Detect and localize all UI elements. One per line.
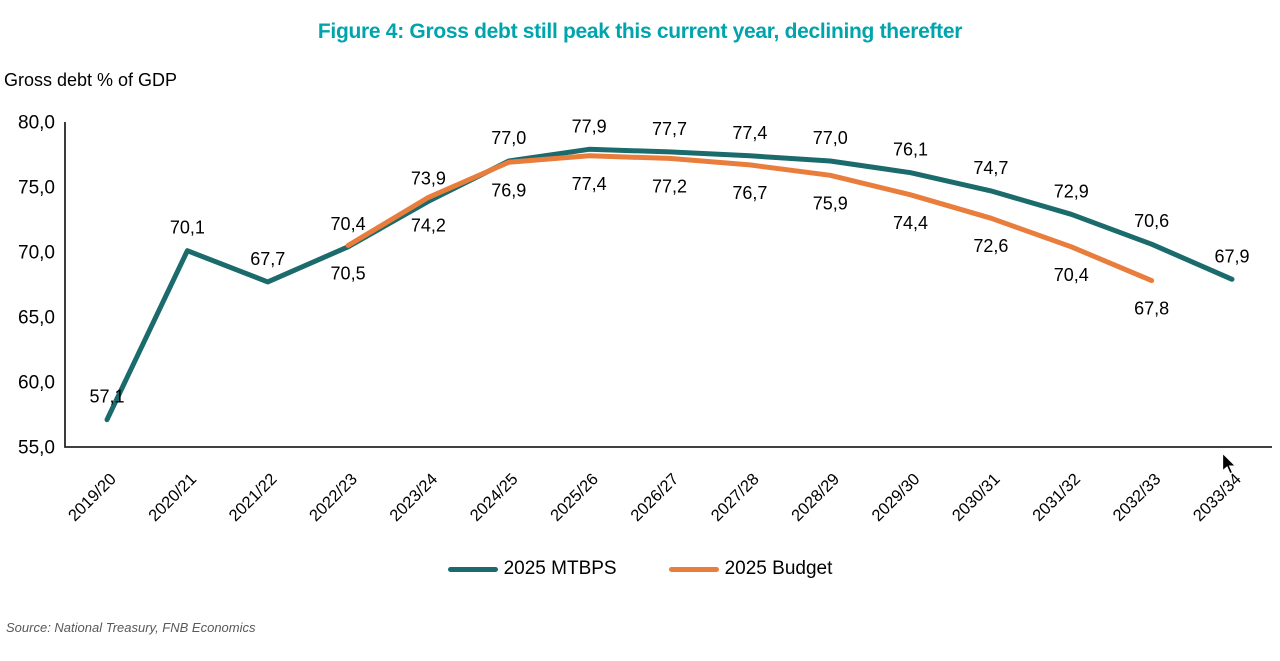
x-tick-label: 2021/22 [226, 470, 281, 525]
data-label: 77,4 [732, 123, 767, 143]
data-label: 77,9 [572, 116, 607, 136]
x-tick-label: 2029/30 [868, 470, 923, 525]
data-label: 77,4 [572, 174, 607, 194]
data-label: 77,7 [652, 119, 687, 139]
x-tick-label: 2019/20 [65, 470, 120, 525]
data-label: 72,6 [973, 236, 1008, 256]
budget-line-swatch [668, 566, 719, 572]
y-tick-label: 60,0 [18, 373, 55, 394]
data-label: 57,1 [89, 387, 124, 407]
data-label: 76,7 [732, 183, 767, 203]
x-tick-label: 2020/21 [145, 470, 200, 525]
x-tick-label: 2026/27 [627, 470, 682, 525]
x-tick-label: 2022/23 [306, 470, 361, 525]
budget-line [345, 153, 1155, 284]
mtbps-line [104, 146, 1235, 423]
data-label: 76,9 [491, 180, 526, 200]
mouse-cursor [1221, 452, 1238, 475]
source-note: Source: National Treasury, FNB Economics [6, 620, 256, 635]
data-label: 74,7 [973, 158, 1008, 178]
data-label: 72,9 [1054, 181, 1089, 201]
data-label: 74,4 [893, 213, 928, 233]
x-tick-label: 2023/24 [386, 470, 441, 525]
chart-title: Figure 4: Gross debt still peak this cur… [317, 20, 963, 43]
x-tick-label: 2028/29 [788, 470, 843, 525]
data-label: 75,9 [813, 193, 848, 213]
legend: 2025 MTBPS 2025 Budget [0, 558, 1280, 580]
data-label: 70,5 [331, 264, 366, 284]
data-label: 70,4 [1054, 265, 1089, 285]
data-label: 70,6 [1134, 211, 1169, 231]
legend-label-budget: 2025 Budget [724, 558, 833, 579]
data-label: 74,2 [411, 215, 446, 235]
x-tick-label: 2030/31 [949, 470, 1004, 525]
data-label: 67,7 [250, 249, 285, 269]
y-tick-label: 55,0 [18, 438, 55, 459]
x-tick-label: 2031/32 [1029, 470, 1084, 525]
legend-label-mtbps: 2025 MTBPS [503, 558, 617, 579]
data-label: 70,4 [331, 214, 366, 234]
legend-item-budget: 2025 Budget [668, 558, 833, 580]
mtbps-line-swatch [447, 566, 498, 572]
data-label: 73,9 [411, 168, 446, 188]
y-tick-label: 75,0 [18, 178, 55, 199]
data-label: 67,9 [1214, 246, 1249, 266]
y-tick-label: 65,0 [18, 308, 55, 329]
data-label: 77,0 [813, 128, 848, 148]
x-tick-label: 2024/25 [467, 470, 522, 525]
x-tick-label: 2027/28 [708, 470, 763, 525]
data-label: 77,0 [491, 128, 526, 148]
y-tick-label: 80,0 [18, 113, 55, 134]
y-tick-label: 70,0 [18, 243, 55, 264]
data-label: 70,1 [170, 218, 205, 238]
legend-item-mtbps: 2025 MTBPS [447, 558, 617, 580]
data-label: 77,2 [652, 176, 687, 196]
axis-lines [64, 122, 1272, 448]
x-tick-label: 2033/34 [1190, 470, 1245, 525]
y-axis-title: Gross debt % of GDP [4, 70, 178, 90]
x-tick-label: 2032/33 [1110, 470, 1165, 525]
line-chart: 80,0 75,0 70,0 65,0 60,0 55,0 2019/20 2020/21 20… [18, 113, 1272, 525]
x-tick-label: 2025/26 [547, 470, 602, 525]
data-label: 76,1 [893, 140, 928, 160]
data-label: 67,8 [1134, 299, 1169, 319]
